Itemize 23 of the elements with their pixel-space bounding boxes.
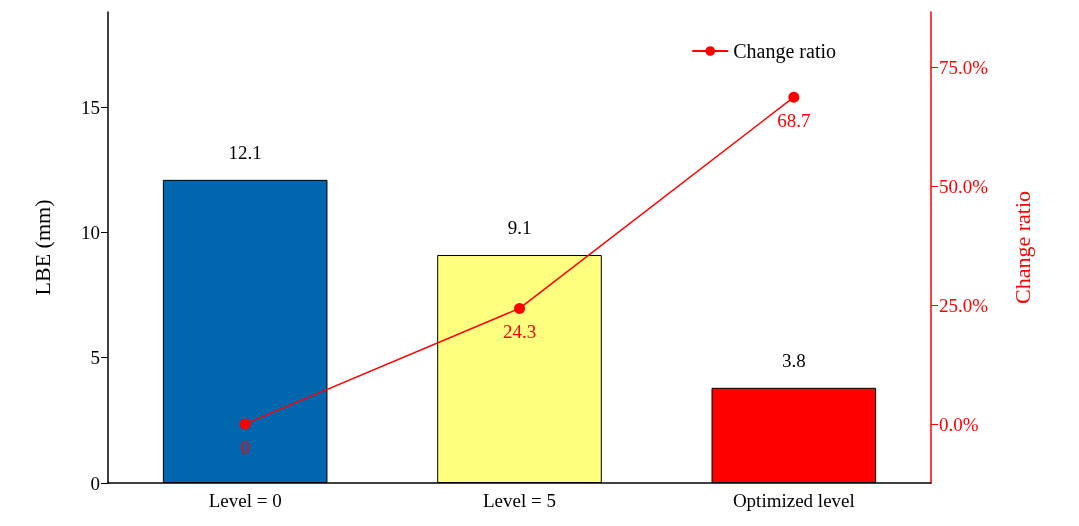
y2-tick-label: 25.0% bbox=[939, 294, 989, 316]
point bbox=[239, 418, 251, 430]
x-tick-label: Level = 0 bbox=[208, 490, 282, 511]
y-tick-label: 5 bbox=[90, 347, 100, 369]
legend-label: Change ratio bbox=[733, 40, 837, 63]
data-label: 3.8 bbox=[781, 349, 806, 371]
y2-tick-label: 0.0% bbox=[939, 413, 979, 435]
x-tick-label: Level = 5 bbox=[483, 490, 556, 511]
x-tick-label: Optimized level bbox=[732, 490, 855, 511]
data-label: 68.7 bbox=[777, 109, 811, 131]
y-tick-label: 15 bbox=[81, 96, 100, 118]
data-label: 12.1 bbox=[228, 141, 262, 163]
point bbox=[788, 91, 800, 103]
y2-tick-label: 50.0% bbox=[939, 175, 989, 197]
data-label: 9.1 bbox=[507, 217, 532, 239]
data-label: 0 bbox=[240, 436, 250, 458]
y-axis-title: LBE (mm) bbox=[29, 199, 55, 296]
y-tick-label: 0 bbox=[90, 472, 100, 494]
point bbox=[514, 302, 525, 314]
y-tick-label: 10 bbox=[81, 221, 100, 243]
data-label: 24.3 bbox=[502, 320, 537, 342]
y2-tick-label: 75.0% bbox=[939, 56, 989, 78]
y2-axis-title: Change ratio bbox=[1009, 190, 1035, 305]
